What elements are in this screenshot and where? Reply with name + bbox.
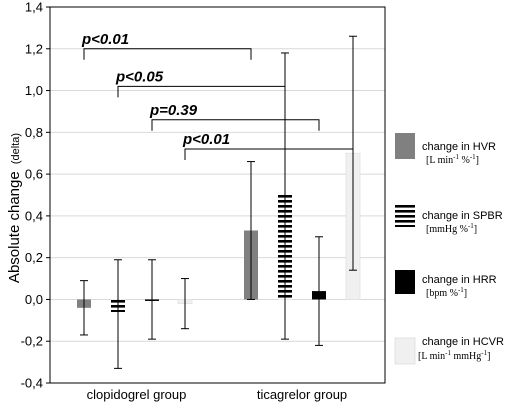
- legend-label-hrr: change in HRR: [422, 274, 497, 286]
- legend-swatch-hvr: [395, 133, 415, 159]
- error-bars: [80, 35, 357, 369]
- y-tick-label: 0,2: [25, 250, 43, 265]
- plot-frame: [49, 6, 386, 384]
- category-label-clopidogrel: clopidogrel group: [87, 387, 187, 402]
- significance-bracket: [184, 148, 354, 161]
- p-value-label: p<0.01: [182, 131, 230, 148]
- legend: change in HVR [L min-1 %-1] change in SP…: [394, 133, 504, 365]
- legend-swatch-hrr: [395, 270, 415, 294]
- legend-label-spbr: change in SPBR: [422, 210, 503, 222]
- gridlines: [50, 48, 385, 342]
- p-value-label: p<0.01: [81, 31, 129, 48]
- p-value-label: p=0.39: [149, 102, 198, 119]
- legend-unit-hrr: [bpm %-1]: [426, 286, 467, 299]
- legend-item-hvr: change in HVR [L min-1 %-1]: [395, 133, 496, 166]
- significance-annotations: p<0.01 p<0.05 p=0.39 p<0.01: [81, 31, 354, 161]
- y-tick-label: 1,0: [25, 83, 43, 98]
- y-tick-label: 1,4: [25, 0, 43, 15]
- legend-item-hrr: change in HRR [bpm %-1]: [395, 270, 497, 299]
- significance-bracket: [83, 48, 252, 60]
- y-axis-label: Absolute change (delta): [6, 133, 23, 283]
- category-label-ticagrelor: ticagrelor group: [257, 387, 347, 402]
- y-tick-label: 0,8: [25, 125, 43, 140]
- y-tick-label: 0,6: [25, 167, 43, 182]
- legend-unit-spbr: [mmHg %-1]: [426, 222, 477, 235]
- legend-label-hcvr: change in HCVR: [422, 336, 504, 348]
- legend-swatch-hcvr: [394, 337, 416, 365]
- plot-border: [49, 6, 386, 384]
- y-tick-label: 0,4: [25, 208, 43, 223]
- y-tick-label: 0,0: [25, 292, 43, 307]
- significance-bracket: [117, 85, 286, 98]
- p-value-label: p<0.05: [115, 68, 164, 85]
- legend-swatch-spbr: [395, 203, 415, 227]
- legend-unit-hcvr: [L min-1 mmHg-1]: [418, 349, 490, 362]
- bars: [77, 152, 361, 312]
- y-axis-ticks: -0,4 -0,2 0,0 0,2 0,4 0,6 0,8 1,0 1,2 1,4: [21, 0, 50, 391]
- y-tick-label: -0,4: [21, 376, 43, 391]
- legend-unit-hvr: [L min-1 %-1]: [426, 153, 479, 166]
- y-tick-label: -0,2: [21, 334, 43, 349]
- y-tick-label: 1,2: [25, 41, 43, 56]
- legend-label-hvr: change in HVR: [422, 141, 496, 153]
- significance-bracket: [151, 119, 320, 131]
- legend-item-hcvr: change in HCVR [L min-1 mmHg-1]: [394, 336, 504, 365]
- legend-item-spbr: change in SPBR [mmHg %-1]: [395, 203, 503, 235]
